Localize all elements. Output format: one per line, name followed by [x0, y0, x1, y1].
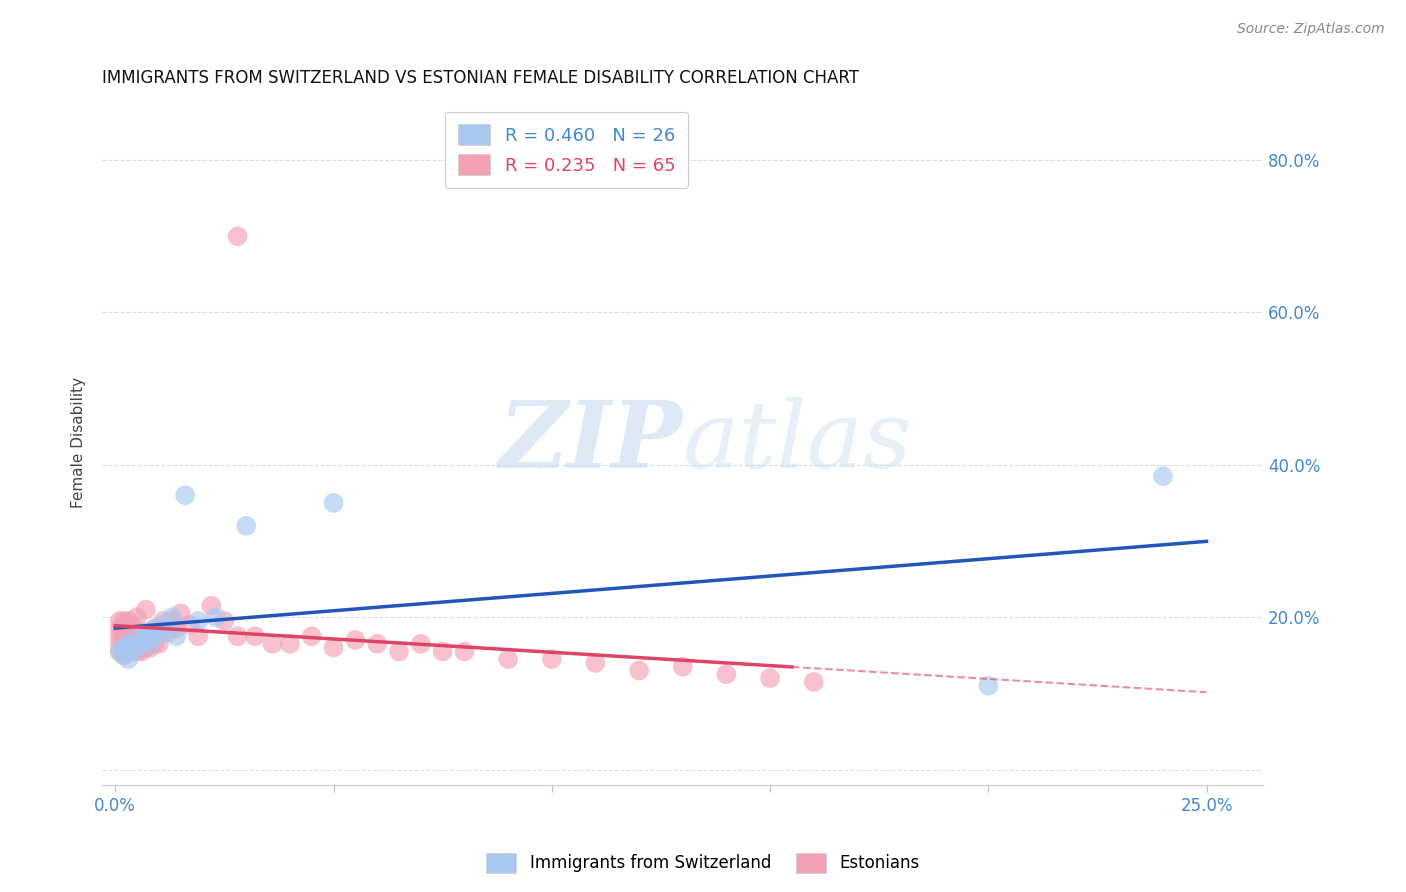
Point — [108, 622, 131, 636]
Point — [170, 607, 193, 621]
Point — [187, 614, 209, 628]
Point — [174, 488, 197, 502]
Point — [117, 652, 139, 666]
Point — [214, 614, 236, 628]
Point — [112, 629, 135, 643]
Point — [127, 633, 149, 648]
Point — [148, 622, 170, 636]
Point — [243, 629, 266, 643]
Point — [108, 644, 131, 658]
Point — [322, 496, 344, 510]
Point — [121, 633, 143, 648]
Point — [131, 625, 153, 640]
Point — [301, 629, 323, 643]
Point — [152, 617, 174, 632]
Point — [453, 644, 475, 658]
Point — [540, 652, 562, 666]
Point — [108, 629, 131, 643]
Point — [135, 629, 157, 643]
Point — [148, 637, 170, 651]
Point — [179, 617, 201, 632]
Point — [496, 652, 519, 666]
Point — [803, 674, 825, 689]
Point — [585, 656, 607, 670]
Point — [112, 622, 135, 636]
Text: Source: ZipAtlas.com: Source: ZipAtlas.com — [1237, 22, 1385, 37]
Point — [112, 648, 135, 663]
Point — [148, 629, 170, 643]
Point — [432, 644, 454, 658]
Point — [672, 659, 695, 673]
Legend: R = 0.460   N = 26, R = 0.235   N = 65: R = 0.460 N = 26, R = 0.235 N = 65 — [446, 112, 688, 187]
Point — [117, 629, 139, 643]
Point — [112, 648, 135, 663]
Point — [127, 629, 149, 643]
Point — [322, 640, 344, 655]
Point — [139, 637, 162, 651]
Point — [117, 614, 139, 628]
Point — [135, 640, 157, 655]
Point — [628, 664, 651, 678]
Point — [977, 679, 1000, 693]
Point — [204, 610, 226, 624]
Point — [112, 614, 135, 628]
Point — [112, 637, 135, 651]
Point — [139, 629, 162, 643]
Point — [108, 637, 131, 651]
Point — [165, 629, 187, 643]
Point — [409, 637, 432, 651]
Point — [108, 644, 131, 658]
Point — [366, 637, 388, 651]
Text: ZIP: ZIP — [499, 397, 683, 487]
Point — [200, 599, 222, 613]
Point — [121, 625, 143, 640]
Point — [344, 633, 367, 648]
Point — [127, 640, 149, 655]
Y-axis label: Female Disability: Female Disability — [72, 376, 86, 508]
Point — [388, 644, 411, 658]
Point — [759, 671, 782, 685]
Point — [1152, 469, 1174, 483]
Point — [160, 614, 183, 628]
Point — [131, 644, 153, 658]
Point — [139, 629, 162, 643]
Point — [143, 637, 166, 651]
Point — [112, 640, 135, 655]
Text: atlas: atlas — [683, 397, 912, 487]
Point — [143, 622, 166, 636]
Point — [117, 644, 139, 658]
Point — [278, 637, 301, 651]
Point — [117, 637, 139, 651]
Point — [187, 629, 209, 643]
Point — [226, 229, 249, 244]
Point — [235, 518, 257, 533]
Point — [131, 633, 153, 648]
Point — [131, 637, 153, 651]
Point — [127, 610, 149, 624]
Point — [117, 622, 139, 636]
Point — [160, 610, 183, 624]
Point — [226, 629, 249, 643]
Point — [156, 622, 179, 636]
Point — [121, 617, 143, 632]
Point — [143, 622, 166, 636]
Point — [156, 625, 179, 640]
Legend: Immigrants from Switzerland, Estonians: Immigrants from Switzerland, Estonians — [479, 847, 927, 880]
Point — [262, 637, 284, 651]
Point — [152, 614, 174, 628]
Point — [117, 637, 139, 651]
Point — [121, 640, 143, 655]
Point — [127, 644, 149, 658]
Point — [121, 644, 143, 658]
Text: IMMIGRANTS FROM SWITZERLAND VS ESTONIAN FEMALE DISABILITY CORRELATION CHART: IMMIGRANTS FROM SWITZERLAND VS ESTONIAN … — [103, 69, 859, 87]
Point — [716, 667, 738, 681]
Point — [139, 640, 162, 655]
Point — [135, 625, 157, 640]
Point — [108, 614, 131, 628]
Point — [165, 622, 187, 636]
Point — [135, 602, 157, 616]
Point — [127, 637, 149, 651]
Point — [135, 629, 157, 643]
